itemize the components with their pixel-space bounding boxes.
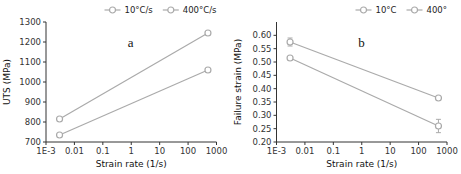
- x-tick: [447, 142, 448, 145]
- x-tick: [304, 142, 305, 145]
- x-tick: [216, 142, 217, 145]
- y-tick-label: 0.50: [253, 57, 272, 67]
- plot-area: [287, 38, 441, 133]
- data-point: [435, 123, 441, 129]
- data-point: [287, 55, 293, 61]
- x-tick: [131, 142, 132, 145]
- x-tick: [74, 142, 75, 145]
- figure: 1E-30.010.111010010007008009001000110012…: [0, 0, 461, 174]
- data-point: [205, 30, 211, 36]
- legend-item: 10°C/s: [105, 5, 154, 15]
- y-tick: [274, 48, 277, 49]
- x-tick-label: 0.01: [65, 146, 84, 156]
- y-tick: [43, 82, 46, 83]
- y-tick-label: 0.35: [253, 97, 272, 107]
- x-tick: [102, 142, 103, 145]
- error-bar: [288, 38, 293, 46]
- legend: 10°C 400°: [356, 5, 448, 15]
- legend-label: 400°C/s: [183, 5, 217, 15]
- legend: 10°C/s 400°C/s: [105, 5, 218, 15]
- data-point: [205, 67, 211, 73]
- y-tick: [274, 128, 277, 129]
- x-tick-label: 1E-3: [267, 146, 286, 156]
- x-axis-label: Strain rate (1/s): [326, 159, 397, 169]
- y-axis-label: Failure strain (MPa): [233, 39, 243, 125]
- legend-item: 400°: [407, 5, 447, 15]
- y-tick-label: 1000: [19, 77, 41, 87]
- x-axis-label: Strain rate (1/s): [96, 159, 167, 169]
- x-tick: [418, 142, 419, 145]
- y-tick-label: 0.20: [253, 137, 272, 147]
- y-tick-label: 0.60: [253, 30, 272, 40]
- y-tick: [274, 62, 277, 63]
- y-tick: [274, 102, 277, 103]
- y-tick-label: 700: [25, 137, 41, 147]
- y-tick-label: 1300: [19, 17, 41, 27]
- y-tick: [43, 62, 46, 63]
- y-tick-label: 0.40: [253, 84, 272, 94]
- x-tick-label: 0.1: [96, 146, 110, 156]
- series-line: [60, 70, 208, 135]
- y-tick: [43, 42, 46, 43]
- legend-item: 400°C/s: [163, 5, 217, 15]
- x-tick-label: 1000: [436, 146, 458, 156]
- y-tick-label: 900: [25, 97, 41, 107]
- legend-marker: [168, 7, 174, 13]
- y-axis-label: UTS (MPa): [2, 59, 12, 105]
- x-tick-label: 10: [385, 146, 396, 156]
- y-tick: [43, 102, 46, 103]
- error-bar: [436, 119, 441, 132]
- legend-label: 10°C: [376, 5, 397, 15]
- panel-letter: a: [128, 35, 134, 50]
- legend-label: 400°: [427, 5, 447, 15]
- x-tick-label: 100: [410, 146, 426, 156]
- y-tick-label: 800: [25, 117, 41, 127]
- legend-marker: [361, 7, 367, 13]
- plot-area: [57, 30, 211, 138]
- series-line: [60, 33, 208, 119]
- y-tick: [43, 142, 46, 143]
- x-tick-label: 1000: [206, 146, 228, 156]
- series-line: [290, 58, 438, 126]
- panel: 1E-3 0.01 0.1 1 10 100 1000 0.20 0.25 0.30 0.35 0.4…: [233, 5, 458, 169]
- y-tick-label: 0.25: [253, 124, 272, 134]
- y-tick-label: 1200: [19, 37, 41, 47]
- y-tick-label: 1100: [19, 57, 41, 67]
- legend-item: 10°C: [356, 5, 397, 15]
- y-tick: [43, 122, 46, 123]
- y-tick-label: 0.55: [253, 44, 272, 54]
- y-tick: [274, 35, 277, 36]
- data-point: [287, 39, 293, 45]
- legend-marker: [110, 7, 116, 13]
- x-tick: [390, 142, 391, 145]
- x-tick: [333, 142, 334, 145]
- x-tick: [188, 142, 189, 145]
- y-tick: [43, 22, 46, 23]
- x-tick: [361, 142, 362, 145]
- data-point: [435, 95, 441, 101]
- data-point: [57, 116, 63, 122]
- x-tick-label: 0.01: [295, 146, 314, 156]
- y-tick: [274, 115, 277, 116]
- y-tick: [274, 142, 277, 143]
- legend-marker: [412, 7, 418, 13]
- data-point: [57, 132, 63, 138]
- y-tick: [274, 75, 277, 76]
- y-tick: [274, 88, 277, 89]
- x-tick-label: 1: [129, 146, 134, 156]
- y-axis-line: [276, 22, 277, 142]
- x-tick-label: 1: [359, 146, 364, 156]
- x-tick-label: 100: [180, 146, 196, 156]
- y-tick-label: 0.45: [253, 70, 272, 80]
- x-tick-label: 10: [154, 146, 165, 156]
- y-tick-label: 0.30: [253, 110, 272, 120]
- x-tick: [159, 142, 160, 145]
- panel-letter: b: [358, 35, 365, 50]
- x-tick-label: 0.1: [327, 146, 341, 156]
- panel: 1E-3 0.01 0.1 1 10 100 1000 700 800 900 1000 1100 12…: [2, 5, 227, 169]
- x-tick-label: 1E-3: [36, 146, 55, 156]
- legend-label: 10°C/s: [125, 5, 154, 15]
